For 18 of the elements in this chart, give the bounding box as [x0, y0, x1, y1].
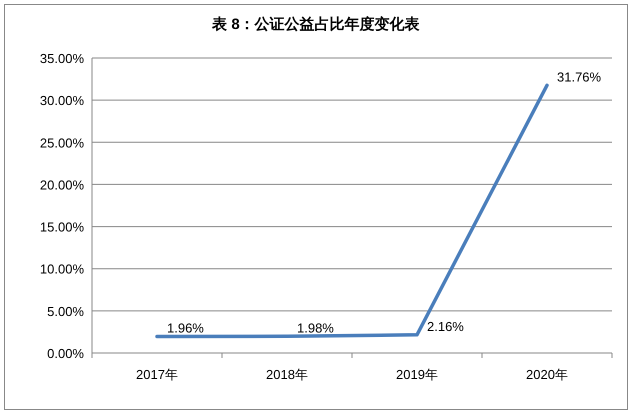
y-tick-label: 10.00% [40, 262, 84, 277]
y-tick-label: 30.00% [40, 93, 84, 108]
y-tick-label: 0.00% [47, 346, 84, 361]
x-tick-label: 2017年 [136, 367, 178, 382]
y-tick-label: 15.00% [40, 220, 84, 235]
x-tick-label: 2020年 [526, 367, 568, 382]
x-tick-label: 2018年 [266, 367, 308, 382]
line-series [155, 84, 549, 338]
y-tick-label: 5.00% [47, 304, 84, 319]
data-label: 31.76% [557, 69, 602, 84]
y-tick-label: 20.00% [40, 177, 84, 192]
y-tick-label: 35.00% [40, 51, 84, 66]
chart-title: 表 8：公证公益占比年度变化表 [211, 15, 421, 33]
y-tick-label: 25.00% [40, 135, 84, 150]
data-label: 1.96% [167, 320, 204, 336]
data-label: 1.98% [297, 320, 334, 336]
x-tick-label: 2019年 [396, 367, 438, 382]
data-label: 2.16% [427, 318, 464, 334]
